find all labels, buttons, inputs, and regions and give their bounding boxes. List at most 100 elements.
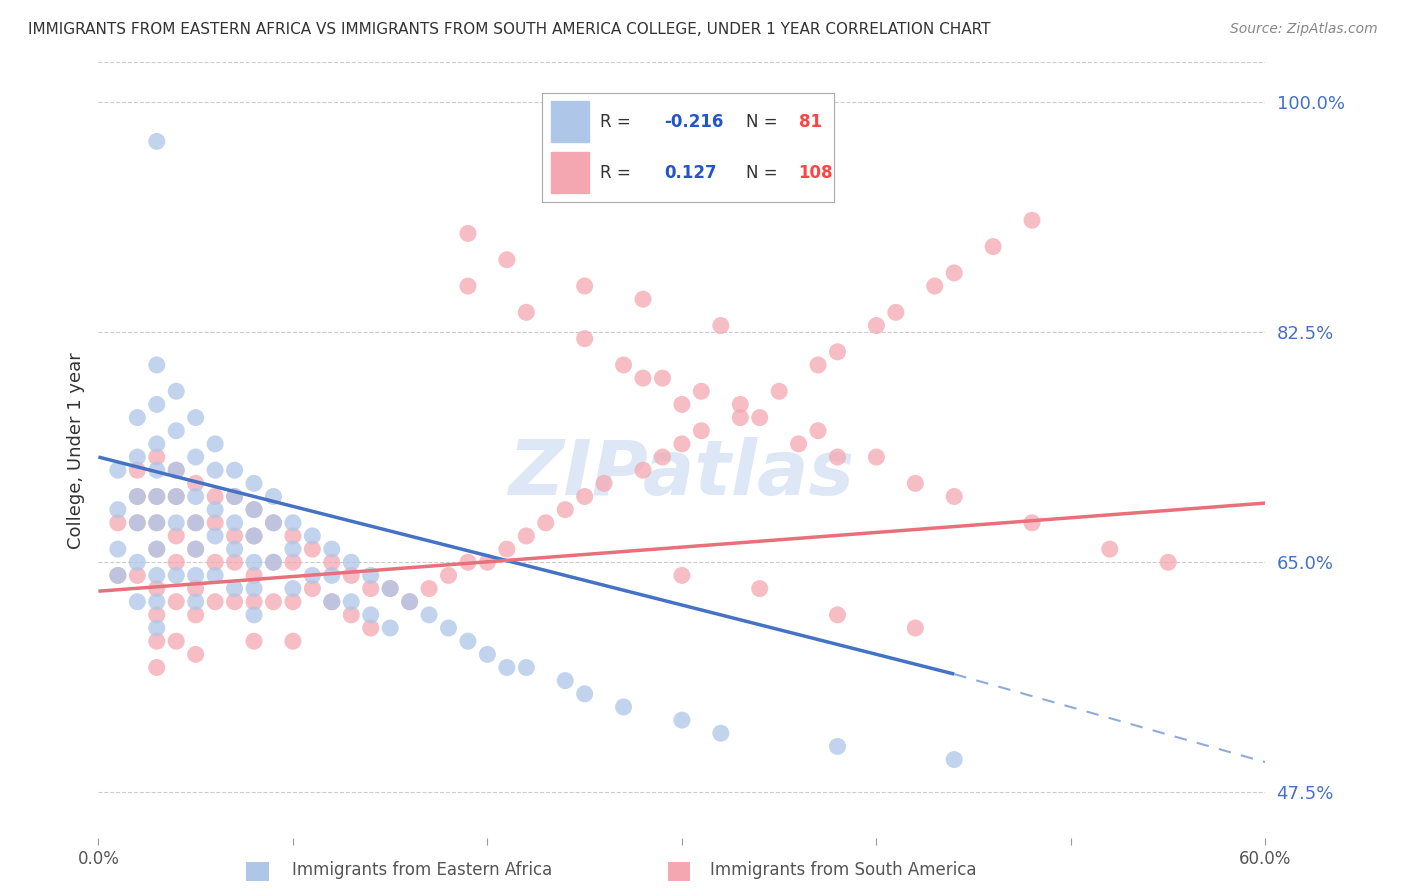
Point — [281, 634, 304, 648]
Point — [904, 476, 927, 491]
Point — [146, 582, 169, 596]
Point — [204, 437, 226, 451]
Point — [165, 490, 187, 504]
Point — [107, 542, 129, 557]
Point — [340, 568, 363, 582]
Point — [748, 582, 770, 596]
Point — [671, 437, 693, 451]
Point — [321, 568, 343, 582]
Point — [301, 568, 323, 582]
Point — [224, 542, 246, 557]
Point — [301, 529, 323, 543]
Point — [127, 595, 149, 609]
Point — [418, 582, 440, 596]
Point — [165, 555, 187, 569]
Point — [1021, 213, 1043, 227]
Point — [146, 450, 169, 464]
Point — [262, 555, 284, 569]
Point — [184, 490, 207, 504]
Point — [224, 582, 246, 596]
Point — [593, 476, 616, 491]
Point — [827, 344, 849, 359]
Y-axis label: College, Under 1 year: College, Under 1 year — [66, 352, 84, 549]
Point — [1021, 516, 1043, 530]
Point — [437, 568, 460, 582]
Point — [146, 595, 169, 609]
Point — [146, 463, 169, 477]
Point — [127, 463, 149, 477]
Point — [127, 490, 149, 504]
Point — [807, 358, 830, 372]
Point — [477, 555, 499, 569]
Point — [496, 542, 519, 557]
Point — [281, 516, 304, 530]
Point — [281, 582, 304, 596]
Point — [204, 502, 226, 516]
Point — [127, 568, 149, 582]
Point — [360, 582, 382, 596]
Point — [165, 516, 187, 530]
Point — [554, 673, 576, 688]
Point — [165, 529, 187, 543]
Point — [651, 371, 673, 385]
Point — [262, 555, 284, 569]
Point — [904, 621, 927, 635]
Point — [496, 660, 519, 674]
Point — [243, 476, 266, 491]
Point — [631, 292, 654, 306]
Point — [574, 687, 596, 701]
Point — [243, 582, 266, 596]
Point — [127, 516, 149, 530]
Point — [165, 490, 187, 504]
Point — [477, 648, 499, 662]
Point — [690, 384, 713, 399]
Point — [127, 410, 149, 425]
Point — [340, 595, 363, 609]
Point — [184, 516, 207, 530]
Point — [204, 555, 226, 569]
Point — [204, 568, 226, 582]
Point — [243, 555, 266, 569]
Point — [127, 555, 149, 569]
Point — [146, 358, 169, 372]
Point — [107, 568, 129, 582]
Text: Immigrants from South America: Immigrants from South America — [710, 861, 977, 879]
Point — [165, 595, 187, 609]
Point — [281, 542, 304, 557]
Point — [165, 463, 187, 477]
Point — [165, 634, 187, 648]
Text: Source: ZipAtlas.com: Source: ZipAtlas.com — [1230, 22, 1378, 37]
Point — [380, 621, 402, 635]
Text: IMMIGRANTS FROM EASTERN AFRICA VS IMMIGRANTS FROM SOUTH AMERICA COLLEGE, UNDER 1: IMMIGRANTS FROM EASTERN AFRICA VS IMMIGR… — [28, 22, 991, 37]
Point — [243, 568, 266, 582]
Point — [127, 450, 149, 464]
Point — [924, 279, 946, 293]
Point — [301, 542, 323, 557]
Point — [204, 490, 226, 504]
Point — [243, 634, 266, 648]
Point — [146, 568, 169, 582]
Point — [146, 437, 169, 451]
Point — [437, 621, 460, 635]
Point — [613, 700, 636, 714]
Point — [943, 266, 966, 280]
Point — [224, 463, 246, 477]
Point — [243, 529, 266, 543]
Point — [943, 753, 966, 767]
Point — [457, 634, 479, 648]
Point — [204, 463, 226, 477]
Point — [574, 332, 596, 346]
Point — [262, 595, 284, 609]
Point — [146, 134, 169, 148]
Point — [127, 490, 149, 504]
Point — [146, 607, 169, 622]
Point — [574, 490, 596, 504]
Point — [827, 450, 849, 464]
Point — [360, 568, 382, 582]
Point — [107, 516, 129, 530]
Point — [671, 397, 693, 411]
Point — [262, 490, 284, 504]
Point — [184, 595, 207, 609]
Point — [165, 384, 187, 399]
Point — [613, 358, 636, 372]
